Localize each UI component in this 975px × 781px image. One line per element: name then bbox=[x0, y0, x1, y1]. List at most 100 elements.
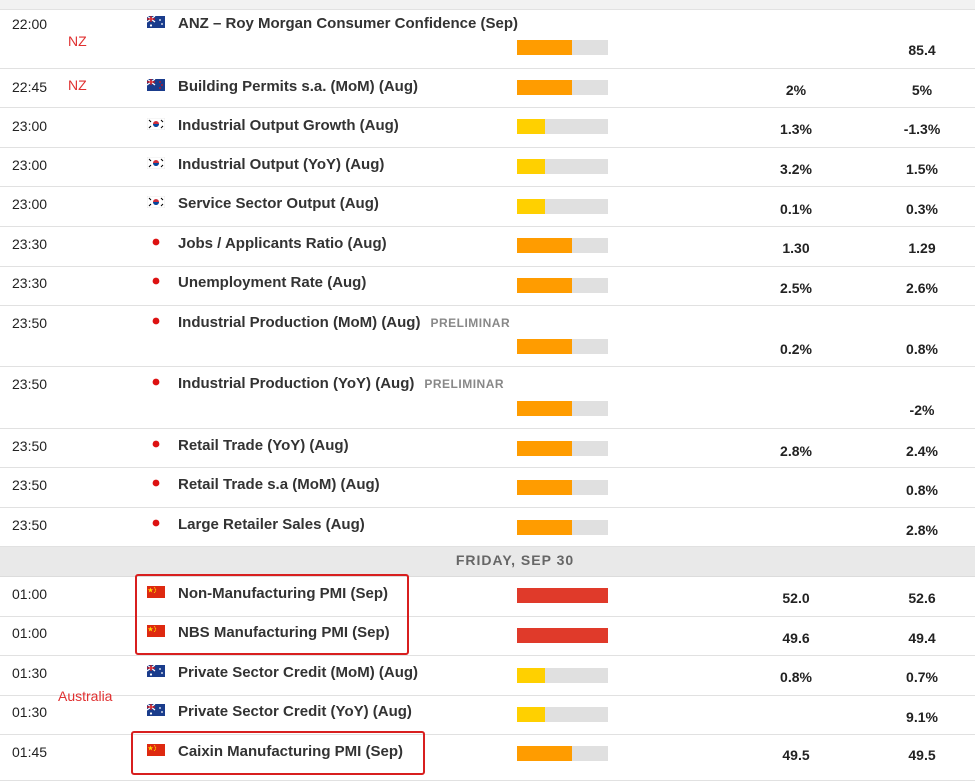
impact-meter-medium bbox=[517, 746, 608, 761]
event-title[interactable]: Private Sector Credit (MoM) (Aug) bbox=[178, 664, 419, 681]
event-row-industrial-output-growth[interactable]: 23:00 Industrial Output Growth (Aug) 1.3… bbox=[0, 108, 975, 148]
event-title[interactable]: Industrial Output (YoY) (Aug) bbox=[178, 156, 385, 173]
impact-meter-medium bbox=[517, 480, 608, 495]
event-time: 23:50 bbox=[12, 376, 48, 392]
event-time: 01:45 bbox=[12, 744, 48, 760]
event-row-non-manufacturing-pmi[interactable]: 01:00 Non-Manufacturing PMI (Sep) 52.0 5… bbox=[0, 577, 975, 617]
previous-value: 2.8% bbox=[780, 443, 812, 459]
actual-value: -1.3% bbox=[903, 121, 941, 137]
event-title-text: Industrial Production (MoM) (Aug) bbox=[178, 314, 421, 331]
event-row-anz-consumer-confidence[interactable]: 22:00 ANZ – Roy Morgan Consumer Confiden… bbox=[0, 10, 975, 69]
previous-value: 49.5 bbox=[782, 747, 810, 763]
event-title[interactable]: Private Sector Credit (YoY) (Aug) bbox=[178, 703, 412, 720]
impact-meter-medium bbox=[517, 40, 608, 55]
japan-flag-icon bbox=[147, 274, 165, 287]
event-title[interactable]: ANZ – Roy Morgan Consumer Confidence (Se… bbox=[178, 15, 519, 32]
actual-value: 0.7% bbox=[906, 669, 938, 685]
table-top-strip bbox=[0, 0, 975, 10]
new-zealand-flag-icon bbox=[146, 78, 165, 91]
event-title[interactable]: NBS Manufacturing PMI (Sep) bbox=[178, 624, 390, 641]
impact-meter-low bbox=[517, 199, 608, 214]
event-title[interactable]: Industrial Production (MoM) (Aug) PRELIMI… bbox=[178, 314, 510, 331]
event-row-private-sector-credit-mom[interactable]: 01:30 Private Sector Credit (MoM) (Aug) … bbox=[0, 656, 975, 696]
event-row-jobs-applicants-ratio[interactable]: 23:30 Jobs / Applicants Ratio (Aug) 1.30… bbox=[0, 227, 975, 267]
actual-value: 49.5 bbox=[908, 747, 936, 763]
impact-meter-medium bbox=[517, 238, 608, 253]
impact-meter-medium bbox=[517, 80, 608, 95]
previous-value: 52.0 bbox=[782, 590, 810, 606]
japan-flag-icon bbox=[147, 314, 165, 327]
impact-meter-medium bbox=[517, 339, 608, 354]
previous-value: 2% bbox=[785, 82, 807, 98]
event-time: 23:50 bbox=[12, 438, 48, 454]
event-row-retail-trade-yoy[interactable]: 23:50 Retail Trade (YoY) (Aug) 2.8% 2.4% bbox=[0, 429, 975, 468]
previous-value: 1.30 bbox=[782, 240, 810, 256]
event-title[interactable]: Industrial Output Growth (Aug) bbox=[178, 117, 399, 134]
event-title[interactable]: Retail Trade (YoY) (Aug) bbox=[178, 437, 349, 454]
china-flag-icon bbox=[147, 585, 165, 598]
event-time: 01:00 bbox=[12, 586, 48, 602]
south-korea-flag-icon bbox=[146, 156, 166, 170]
previous-value: 1.3% bbox=[780, 121, 812, 137]
previous-value: 0.1% bbox=[780, 201, 812, 217]
event-row-large-retailer-sales[interactable]: 23:50 Large Retailer Sales (Aug) 2.8% bbox=[0, 508, 975, 547]
event-time: 23:30 bbox=[12, 236, 48, 252]
japan-flag-icon bbox=[147, 476, 165, 489]
event-time: 23:00 bbox=[12, 196, 48, 212]
event-row-unemployment-rate[interactable]: 23:30 Unemployment Rate (Aug) 2.5% 2.6% bbox=[0, 267, 975, 306]
actual-value: 49.4 bbox=[908, 630, 936, 646]
event-row-caixin-manufacturing-pmi[interactable]: 01:45 Caixin Manufacturing PMI (Sep) 49.… bbox=[0, 735, 975, 781]
event-title[interactable]: Non-Manufacturing PMI (Sep) bbox=[178, 585, 388, 602]
actual-value: 9.1% bbox=[906, 709, 938, 725]
event-title[interactable]: Building Permits s.a. (MoM) (Aug) bbox=[178, 78, 418, 95]
previous-value: 0.8% bbox=[780, 669, 812, 685]
annotation-australia: Australia bbox=[58, 688, 113, 704]
actual-value: 0.8% bbox=[906, 341, 938, 357]
impact-meter-low bbox=[517, 668, 608, 683]
actual-value: 5% bbox=[911, 82, 933, 98]
actual-value: 2.6% bbox=[906, 280, 938, 296]
previous-value: 0.2% bbox=[780, 341, 812, 357]
japan-flag-icon bbox=[147, 437, 165, 450]
event-time: 22:00 bbox=[12, 16, 48, 32]
event-row-private-sector-credit-yoy[interactable]: 01:30 Private Sector Credit (YoY) (Aug) … bbox=[0, 696, 975, 735]
impact-meter-medium bbox=[517, 278, 608, 293]
impact-meter-low bbox=[517, 707, 608, 722]
impact-meter-medium bbox=[517, 520, 608, 535]
event-time: 23:50 bbox=[12, 517, 48, 533]
event-title[interactable]: Retail Trade s.a (MoM) (Aug) bbox=[178, 476, 380, 493]
preliminary-badge: PRELIMINAR bbox=[424, 377, 505, 391]
actual-value: 52.6 bbox=[908, 590, 936, 606]
event-time: 23:30 bbox=[12, 275, 48, 291]
actual-value: 1.29 bbox=[908, 240, 936, 256]
actual-value: 0.8% bbox=[906, 482, 938, 498]
event-row-building-permits[interactable]: 22:45 Building Permits s.a. (MoM) (Aug) … bbox=[0, 69, 975, 108]
previous-value: 2.5% bbox=[780, 280, 812, 296]
japan-flag-icon bbox=[147, 375, 165, 388]
event-row-retail-trade-mom[interactable]: 23:50 Retail Trade s.a (MoM) (Aug) 0.8% bbox=[0, 468, 975, 508]
highlight-box-china-pmi bbox=[135, 574, 409, 655]
event-time: 23:50 bbox=[12, 477, 48, 493]
event-row-industrial-production-yoy[interactable]: 23:50 Industrial Production (YoY) (Aug) P… bbox=[0, 367, 975, 429]
event-title[interactable]: Large Retailer Sales (Aug) bbox=[178, 516, 365, 533]
event-time: 01:30 bbox=[12, 704, 48, 720]
event-row-industrial-output-yoy[interactable]: 23:00 Industrial Output (YoY) (Aug) 3.2%… bbox=[0, 148, 975, 187]
event-title[interactable]: Unemployment Rate (Aug) bbox=[178, 274, 367, 291]
event-title[interactable]: Caixin Manufacturing PMI (Sep) bbox=[178, 743, 404, 760]
china-flag-icon bbox=[147, 743, 165, 756]
previous-value: 3.2% bbox=[780, 161, 812, 177]
highlight-box-caixin-pmi bbox=[131, 731, 425, 775]
event-row-industrial-production-mom[interactable]: 23:50 Industrial Production (MoM) (Aug) P… bbox=[0, 306, 975, 367]
annotation-nz: NZ bbox=[68, 33, 87, 49]
event-row-nbs-manufacturing-pmi[interactable]: 01:00 NBS Manufacturing PMI (Sep) 49.6 4… bbox=[0, 617, 975, 656]
impact-meter-low bbox=[517, 119, 608, 134]
previous-value: 49.6 bbox=[782, 630, 810, 646]
south-korea-flag-icon bbox=[146, 195, 166, 209]
actual-value: 85.4 bbox=[908, 42, 936, 58]
event-time: 01:30 bbox=[12, 665, 48, 681]
event-title[interactable]: Industrial Production (YoY) (Aug) PRELIMI… bbox=[178, 375, 504, 392]
event-row-service-sector-output[interactable]: 23:00 Service Sector Output (Aug) 0.1% 0… bbox=[0, 187, 975, 227]
event-title[interactable]: Service Sector Output (Aug) bbox=[178, 195, 379, 212]
event-title[interactable]: Jobs / Applicants Ratio (Aug) bbox=[178, 235, 387, 252]
china-flag-icon bbox=[147, 624, 165, 637]
